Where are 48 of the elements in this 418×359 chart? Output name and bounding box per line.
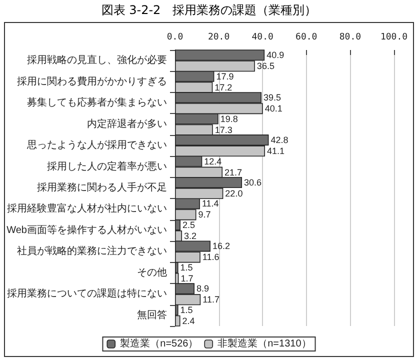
- y-tick-label: 採用経験豊富な人材が社内にいない: [7, 202, 167, 215]
- data-label: 17.9: [216, 71, 234, 82]
- y-tick-label: 思ったような人が採用できない: [26, 139, 167, 152]
- data-label: 11.7: [202, 294, 220, 305]
- data-label: 12.4: [204, 156, 222, 166]
- chart-title: 図表 3-2-2 採用業務の課題（業種別）: [100, 2, 318, 19]
- data-label: 36.5: [256, 61, 274, 72]
- legend-label: 非製造業（n=1310）: [218, 338, 312, 350]
- data-label: 40.1: [264, 104, 282, 114]
- legend-label: 製造業（n=526）: [120, 338, 198, 350]
- data-label: 42.8: [270, 135, 288, 146]
- data-label: 30.6: [244, 178, 262, 188]
- data-label: 9.7: [198, 210, 211, 220]
- data-label: 41.1: [267, 146, 285, 156]
- y-tick-label: 無回答: [137, 308, 167, 321]
- y-tick-label: 採用戦略の見直し、強化が必要: [27, 54, 167, 66]
- data-label: 39.5: [264, 92, 282, 103]
- x-tick-label: 20.0: [208, 32, 230, 42]
- data-label: 1.5: [180, 304, 193, 315]
- x-tick-label: 100.0: [380, 32, 408, 42]
- y-tick-label: 社員が戦略的業務に注力できない: [17, 245, 167, 258]
- data-label: 1.7: [180, 273, 194, 284]
- data-label: 11.6: [202, 252, 220, 262]
- data-label: 17.3: [214, 124, 232, 135]
- y-tick-label: 募集しても応募者が集まらない: [27, 96, 167, 109]
- y-tick-label: 採用業務についての課題は特にない: [7, 288, 167, 300]
- y-tick-label: その他: [137, 266, 167, 278]
- data-label: 2.4: [182, 316, 195, 326]
- x-tick-label: 60.0: [296, 32, 318, 42]
- data-label: 1.5: [180, 262, 193, 272]
- data-label: 11.4: [202, 198, 219, 209]
- x-tick-label: 80.0: [339, 32, 362, 42]
- data-label: 21.7: [224, 167, 242, 178]
- data-label: 19.8: [220, 114, 238, 124]
- data-label: 3.2: [184, 230, 197, 241]
- data-label: 22.0: [225, 188, 243, 198]
- y-tick-label: 採用した人の定着率が悪い: [47, 160, 167, 172]
- data-label: 16.2: [212, 241, 230, 252]
- y-tick-label: 内定辞退者が多い: [87, 118, 167, 130]
- y-tick-label: 採用に関わる費用がかかりすぎる: [17, 75, 167, 88]
- x-tick-label: 40.0: [252, 32, 274, 42]
- x-tick-label: 0.0: [166, 32, 184, 42]
- y-tick-label: Web画面等を操作する人材がいない: [6, 224, 167, 236]
- data-label: 2.5: [182, 220, 195, 230]
- data-label: 40.9: [266, 50, 284, 60]
- data-label: 8.9: [196, 284, 210, 294]
- y-tick-label: 採用業務に関わる人手が不足: [37, 182, 167, 194]
- data-label: 17.2: [214, 82, 232, 92]
